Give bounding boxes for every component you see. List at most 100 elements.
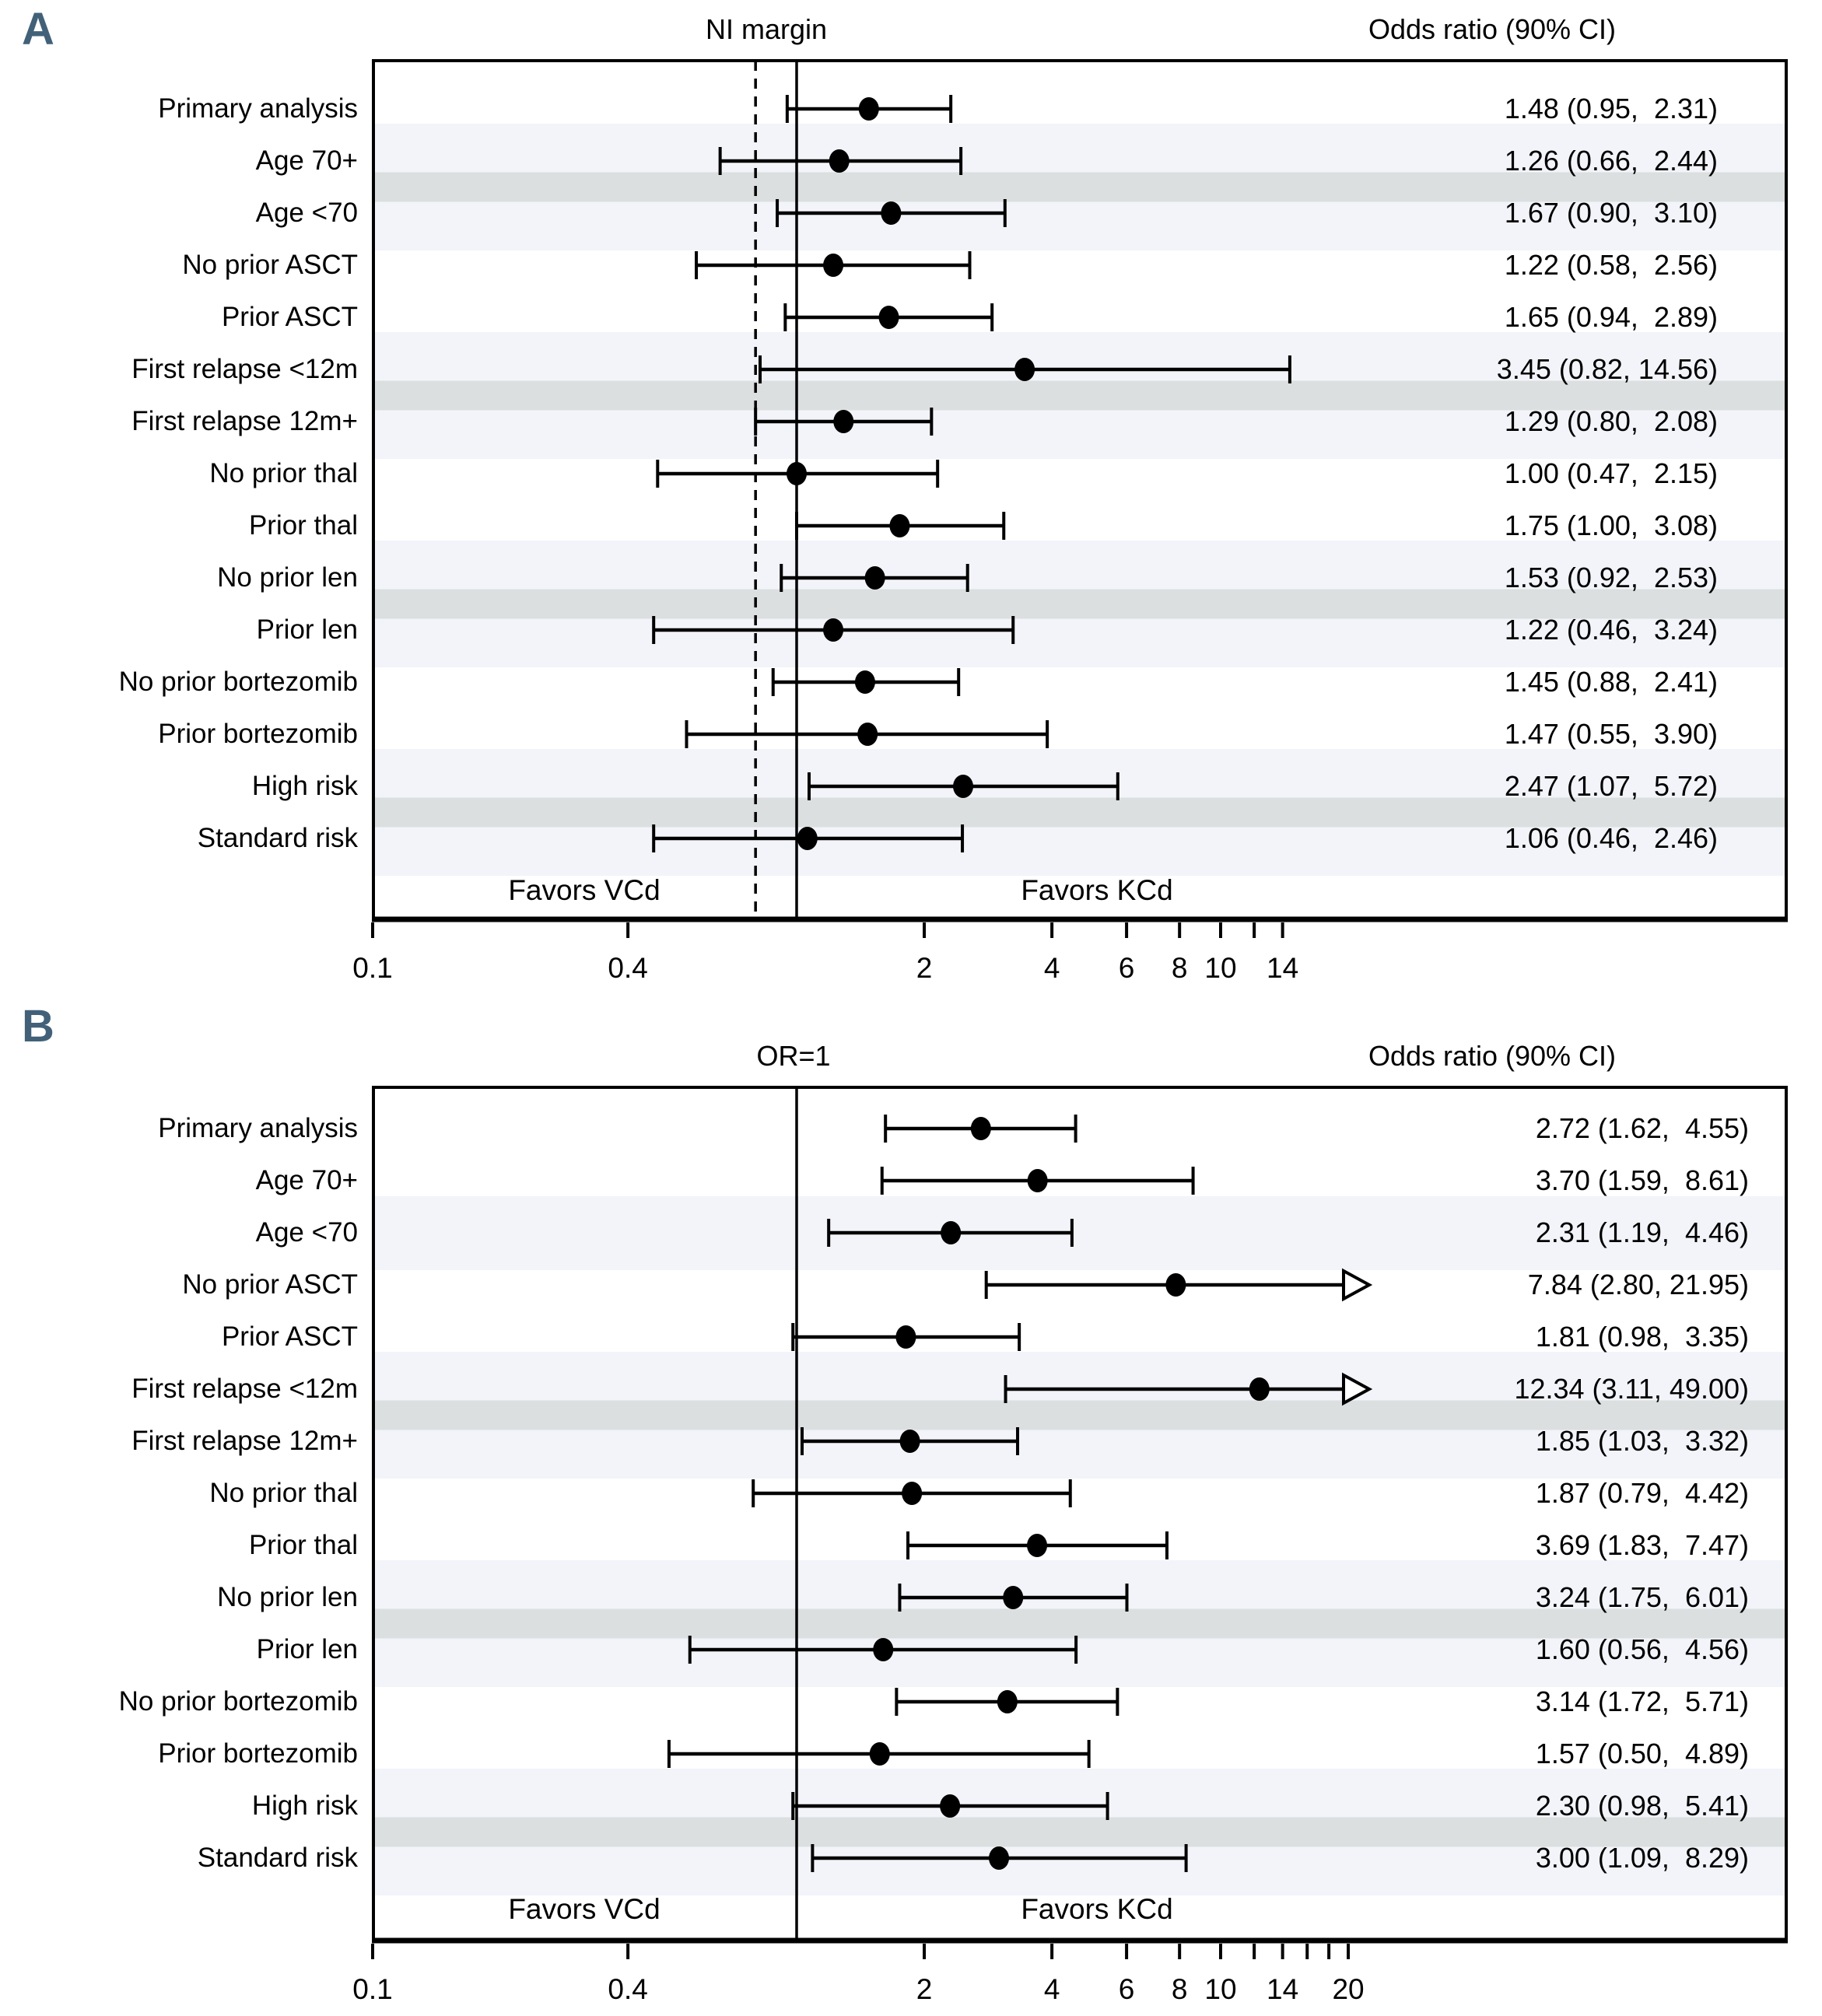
panel-b-row-label: Prior thal xyxy=(248,1530,358,1560)
panel-a-or-value: 1.67 (0.90, 3.10) xyxy=(1504,197,1718,229)
or-point-marker xyxy=(941,1221,962,1244)
x-axis-tick-label: 20 xyxy=(1332,1973,1364,2005)
or-point-marker xyxy=(829,149,850,173)
or-point-marker xyxy=(953,775,974,798)
panel-b-or-value: 3.70 (1.59, 8.61) xyxy=(1535,1164,1749,1196)
stripe-dark xyxy=(375,380,1785,411)
or-point-marker xyxy=(1027,1169,1048,1192)
x-axis-tick-label: 8 xyxy=(1172,1973,1188,2005)
or-point-marker xyxy=(940,1794,961,1818)
panel-a-or-value: 1.75 (1.00, 3.08) xyxy=(1504,509,1718,541)
panel-a-row-label: Prior len xyxy=(256,614,358,645)
panel-a-or-value: 1.45 (0.88, 2.41) xyxy=(1504,666,1718,698)
panel-a-row-label: First relapse 12m+ xyxy=(131,406,358,436)
panel-a-letter: A xyxy=(22,4,54,54)
panel-b-row-label: High risk xyxy=(251,1790,358,1821)
panel-a-row-label: No prior len xyxy=(217,562,358,593)
or-point-marker xyxy=(869,1742,890,1766)
panel-b-or-value: 3.69 (1.83, 7.47) xyxy=(1535,1529,1749,1561)
panel-b-row-label: First relapse <12m xyxy=(131,1374,358,1404)
panel-a-row-label: Age <70 xyxy=(255,198,358,228)
or-point-marker xyxy=(970,1117,991,1140)
panel-b-or-value: 1.60 (0.56, 4.56) xyxy=(1535,1633,1749,1665)
panel-b-row-label: Prior bortezomib xyxy=(158,1738,358,1769)
panel-a-row-label: Primary analysis xyxy=(158,93,358,124)
or-point-marker xyxy=(878,306,899,329)
or-point-marker xyxy=(881,201,902,225)
panel-b-row-label: Primary analysis xyxy=(158,1113,358,1143)
x-axis-tick-label: 8 xyxy=(1172,952,1188,984)
panel-a-or-value: 1.29 (0.80, 2.08) xyxy=(1504,405,1718,437)
or-point-marker xyxy=(823,254,844,277)
panel-a-or-value: 2.47 (1.07, 5.72) xyxy=(1504,770,1718,802)
panel-a-or-value: 3.45 (0.82, 14.56) xyxy=(1496,353,1718,385)
panel-a-refline-header: NI margin xyxy=(705,13,828,45)
panel-b-or-value: 2.30 (0.98, 5.41) xyxy=(1535,1790,1749,1822)
panel-a-row-label: No prior ASCT xyxy=(182,250,358,280)
panel-a-row-label: No prior bortezomib xyxy=(118,667,358,697)
panel-b-row-label: Prior len xyxy=(256,1634,358,1664)
panel-b-favors-right-label: Favors KCd xyxy=(1021,1893,1173,1925)
or-point-marker xyxy=(1003,1586,1024,1609)
panel-a-or-value: 1.22 (0.58, 2.56) xyxy=(1504,249,1718,281)
ci-clipped-arrowhead xyxy=(1342,1372,1373,1406)
panel-b-letter: B xyxy=(22,1001,54,1052)
panel-b-or-value: 2.72 (1.62, 4.55) xyxy=(1535,1112,1749,1144)
or-point-marker xyxy=(854,670,875,694)
panel-b-refline-header: OR=1 xyxy=(756,1040,831,1072)
stripe-dark xyxy=(375,797,1785,828)
panel-a-odds-ratio-header: Odds ratio (90% CI) xyxy=(1368,13,1617,45)
panel-a-row-label: Prior thal xyxy=(248,510,358,541)
panel-a-favors-right-label: Favors KCd xyxy=(1021,874,1173,906)
or-point-marker xyxy=(989,1846,1010,1870)
panel-a-or-value: 1.65 (0.94, 2.89) xyxy=(1504,301,1718,333)
panel-a-row-label: Age 70+ xyxy=(255,145,358,176)
or-point-marker xyxy=(873,1638,894,1661)
panel-b-row-label: Prior ASCT xyxy=(221,1321,358,1352)
or-point-marker xyxy=(864,566,885,590)
panel-b-or-value: 1.85 (1.03, 3.32) xyxy=(1535,1425,1749,1457)
or-point-marker xyxy=(1014,358,1035,381)
or-point-marker xyxy=(899,1430,920,1453)
panel-b-or-value: 3.24 (1.75, 6.01) xyxy=(1535,1581,1749,1613)
x-axis-tick-label: 2 xyxy=(916,1973,933,2005)
stripe-dark xyxy=(375,1817,1785,1847)
x-axis-tick-label: 6 xyxy=(1119,952,1135,984)
panel-b-or-value: 1.57 (0.50, 4.89) xyxy=(1535,1738,1749,1769)
panel-b-or-value: 1.81 (0.98, 3.35) xyxy=(1535,1321,1749,1353)
or-point-marker xyxy=(895,1325,916,1349)
stripe-dark xyxy=(375,172,1785,202)
or-point-marker xyxy=(902,1482,923,1505)
x-axis-tick-label: 6 xyxy=(1119,1973,1135,2005)
panel-b-row-label: No prior bortezomib xyxy=(118,1686,358,1717)
x-axis-tick-label: 0.4 xyxy=(608,952,647,984)
stripe-dark xyxy=(375,1608,1785,1639)
or-point-marker xyxy=(857,723,878,746)
panel-a-row-label: Prior ASCT xyxy=(221,302,358,332)
panel-b-or-value: 12.34 (3.11, 49.00) xyxy=(1514,1373,1749,1405)
panel-a-or-value: 1.06 (0.46, 2.46) xyxy=(1504,822,1718,854)
panel-b-row-label: Age <70 xyxy=(255,1217,358,1248)
stripe-dark xyxy=(375,589,1785,619)
or-point-marker xyxy=(997,1690,1018,1713)
panel-a-or-value: 1.26 (0.66, 2.44) xyxy=(1504,145,1718,177)
panel-a-row-label: No prior thal xyxy=(209,458,358,488)
panel-b-or-value: 3.00 (1.09, 8.29) xyxy=(1535,1842,1749,1874)
panel-b-or-value: 3.14 (1.72, 5.71) xyxy=(1535,1685,1749,1717)
stripe-light xyxy=(375,1196,1785,1270)
x-axis-tick-label: 10 xyxy=(1204,952,1236,984)
x-axis-tick-label: 0.1 xyxy=(352,952,392,984)
or-point-marker xyxy=(797,827,818,850)
or-point-marker xyxy=(858,97,879,121)
panel-b-favors-left-label: Favors VCd xyxy=(508,1893,660,1925)
x-axis-tick-label: 0.1 xyxy=(352,1973,392,2005)
panel-b-row-label: No prior len xyxy=(217,1582,358,1612)
or-point-marker xyxy=(1165,1273,1186,1297)
panel-a-or-value: 1.53 (0.92, 2.53) xyxy=(1504,562,1718,593)
panel-a-or-value: 1.00 (0.47, 2.15) xyxy=(1504,457,1718,489)
panel-a-or-value: 1.47 (0.55, 3.90) xyxy=(1504,718,1718,750)
panel-b-row-label: No prior ASCT xyxy=(182,1269,358,1300)
panel-a-or-value: 1.48 (0.95, 2.31) xyxy=(1504,93,1718,124)
